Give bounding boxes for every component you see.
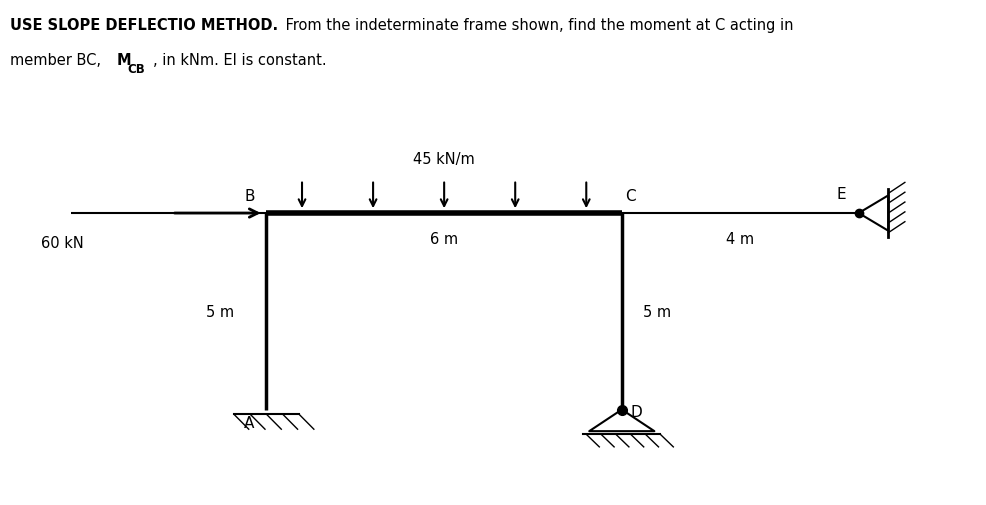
Text: From the indeterminate frame shown, find the moment at C acting in: From the indeterminate frame shown, find… <box>281 18 793 33</box>
Text: 60 kN: 60 kN <box>41 235 84 250</box>
Text: CB: CB <box>127 63 145 76</box>
Text: USE SLOPE DEFLECTIO METHOD.: USE SLOPE DEFLECTIO METHOD. <box>10 18 278 33</box>
Text: , in kNm. EI is constant.: , in kNm. EI is constant. <box>153 53 326 68</box>
Text: M: M <box>116 53 131 68</box>
Text: 45 kN/m: 45 kN/m <box>413 152 474 167</box>
Text: 5 m: 5 m <box>206 304 234 319</box>
Text: 5 m: 5 m <box>642 304 669 319</box>
Text: D: D <box>630 404 642 419</box>
Text: C: C <box>624 189 635 204</box>
Text: 4 m: 4 m <box>726 231 753 246</box>
Text: E: E <box>835 187 845 202</box>
Text: B: B <box>244 189 254 204</box>
Text: A: A <box>244 416 254 431</box>
Text: 6 m: 6 m <box>430 231 458 246</box>
Text: member BC,: member BC, <box>10 53 106 68</box>
